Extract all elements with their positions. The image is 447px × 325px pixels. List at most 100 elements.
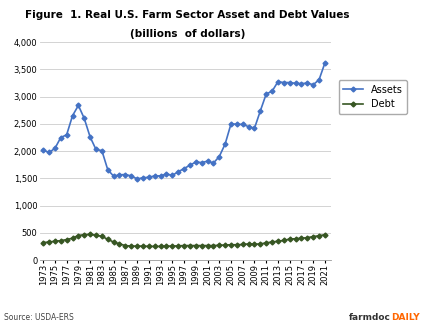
Debt	[270, 240, 275, 244]
Debt	[264, 241, 269, 245]
Assets	[275, 80, 281, 84]
Debt	[169, 244, 175, 248]
Debt	[252, 242, 257, 246]
Assets	[169, 174, 175, 177]
Assets	[122, 173, 128, 176]
Assets	[111, 174, 116, 178]
Assets	[211, 161, 216, 165]
Line: Debt: Debt	[42, 233, 327, 248]
Assets	[181, 167, 187, 171]
Assets	[70, 114, 75, 118]
Debt	[152, 244, 157, 248]
Debt	[158, 244, 163, 248]
Debt	[129, 244, 134, 248]
Assets	[257, 109, 263, 113]
Assets	[158, 174, 163, 178]
Assets	[264, 92, 269, 96]
Assets	[293, 81, 298, 85]
Debt	[111, 240, 116, 244]
Assets	[311, 83, 316, 87]
Assets	[281, 81, 287, 84]
Assets	[187, 163, 193, 167]
Debt	[146, 244, 152, 248]
Assets	[152, 174, 157, 178]
Assets	[205, 159, 210, 163]
Assets	[252, 126, 257, 130]
Debt	[176, 244, 181, 248]
Debt	[76, 234, 81, 238]
Debt	[46, 240, 52, 244]
Assets	[240, 123, 245, 126]
Legend: Assets, Debt: Assets, Debt	[338, 80, 407, 114]
Debt	[41, 240, 46, 244]
Debt	[281, 239, 287, 242]
Line: Assets: Assets	[42, 61, 327, 181]
Debt	[117, 242, 122, 246]
Assets	[304, 81, 310, 85]
Assets	[146, 175, 152, 179]
Debt	[181, 244, 187, 248]
Assets	[46, 150, 52, 154]
Assets	[246, 125, 251, 129]
Debt	[304, 236, 310, 240]
Assets	[322, 61, 328, 65]
Assets	[64, 133, 69, 137]
Debt	[58, 239, 63, 243]
Assets	[217, 155, 222, 159]
Assets	[76, 103, 81, 107]
Assets	[58, 136, 63, 139]
Assets	[287, 81, 292, 84]
Assets	[176, 170, 181, 174]
Assets	[135, 177, 140, 181]
Debt	[275, 239, 281, 243]
Debt	[287, 237, 292, 241]
Debt	[211, 244, 216, 248]
Debt	[93, 233, 99, 237]
Assets	[117, 173, 122, 177]
Debt	[99, 234, 105, 238]
Debt	[164, 244, 169, 248]
Debt	[240, 242, 245, 246]
Assets	[41, 148, 46, 152]
Debt	[187, 244, 193, 248]
Debt	[70, 236, 75, 240]
Assets	[316, 78, 322, 82]
Assets	[164, 172, 169, 176]
Assets	[140, 176, 146, 180]
Assets	[99, 149, 105, 152]
Debt	[299, 236, 304, 240]
Assets	[93, 148, 99, 151]
Debt	[257, 242, 263, 246]
Debt	[311, 235, 316, 239]
Assets	[234, 122, 240, 126]
Assets	[299, 82, 304, 85]
Assets	[228, 122, 234, 126]
Assets	[88, 135, 93, 139]
Debt	[228, 243, 234, 247]
Debt	[52, 239, 58, 243]
Assets	[199, 161, 204, 164]
Assets	[105, 168, 110, 172]
Debt	[81, 233, 87, 237]
Text: DAILY: DAILY	[391, 313, 420, 322]
Debt	[246, 242, 251, 246]
Debt	[88, 232, 93, 236]
Debt	[64, 238, 69, 241]
Debt	[199, 244, 204, 248]
Debt	[217, 243, 222, 247]
Assets	[129, 174, 134, 178]
Debt	[205, 244, 210, 248]
Text: farmdoc: farmdoc	[349, 313, 391, 322]
Debt	[105, 237, 110, 241]
Assets	[52, 147, 58, 150]
Debt	[322, 233, 328, 237]
Debt	[293, 237, 298, 241]
Assets	[223, 142, 228, 146]
Debt	[316, 234, 322, 238]
Assets	[81, 116, 87, 120]
Debt	[193, 244, 198, 248]
Assets	[193, 160, 198, 164]
Debt	[122, 244, 128, 248]
Assets	[270, 89, 275, 93]
Debt	[140, 244, 146, 248]
